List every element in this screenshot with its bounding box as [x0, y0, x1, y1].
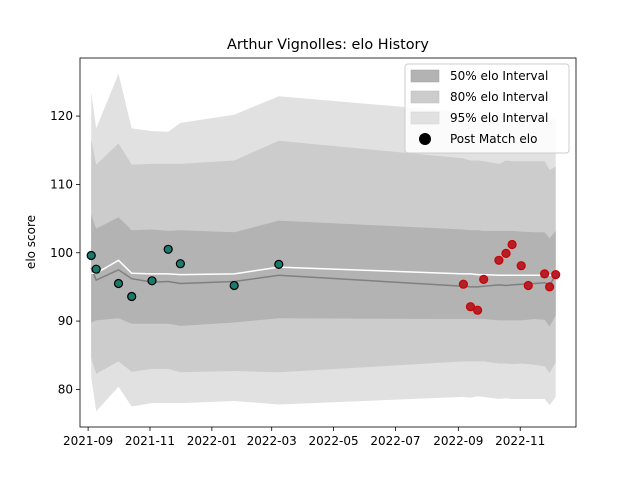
match-point-1	[91, 264, 101, 274]
x-tick-label-1: 2021-11	[125, 434, 175, 448]
x-tick-label-6: 2022-09	[433, 434, 483, 448]
plot-frame	[79, 57, 577, 428]
match-point-3	[127, 291, 137, 302]
legend-label-50: 50% elo Interval	[450, 69, 548, 83]
y-axis-label: elo score	[24, 215, 38, 269]
interval-bands	[91, 73, 556, 412]
match-point-15	[507, 239, 517, 250]
y-tick-label-0: 80	[58, 382, 73, 396]
band-50	[91, 214, 556, 327]
match-point-11	[473, 305, 483, 315]
match-point-8	[274, 259, 284, 269]
x-tick-label-5: 2022-07	[370, 434, 420, 448]
x-tick-label-7: 2022-11	[495, 434, 545, 448]
match-point-6	[175, 259, 185, 269]
match-point-9	[458, 279, 468, 289]
y-tick-label-2: 100	[50, 246, 73, 260]
x-tick-label-3: 2022-03	[247, 434, 297, 448]
legend-box	[404, 63, 570, 154]
match-point-13	[494, 255, 504, 265]
legend-label-95: 95% elo Interval	[450, 111, 548, 125]
x-tick-label-4: 2022-05	[309, 434, 359, 448]
match-point-20	[551, 270, 561, 280]
match-point-19	[544, 282, 555, 292]
x-tick-label-2: 2022-01	[187, 434, 237, 448]
legend-label-post-match: Post Match elo	[450, 132, 537, 146]
legend-label-80: 80% elo Interval	[450, 90, 548, 104]
match-point-18	[539, 269, 550, 279]
match-point-7	[229, 280, 239, 291]
y-axis-ticks: 80 90 100 110 120	[50, 109, 80, 396]
match-point-14	[501, 248, 511, 258]
x-axis-ticks: 2021-09 2021-11 2022-01 2022-03 2022-05 2022-…	[63, 427, 545, 448]
y-tick-label-4: 120	[50, 109, 73, 123]
legend-swatch-50	[410, 69, 440, 83]
match-point-17	[523, 280, 533, 291]
y-tick-label-1: 90	[58, 314, 73, 328]
match-point-5	[163, 244, 173, 254]
legend-swatch-95	[410, 111, 440, 125]
match-point-0	[86, 250, 96, 261]
match-point-4	[147, 276, 157, 286]
legend: 50% elo Interval 80% elo Interval 95% el…	[404, 63, 570, 154]
match-point-2	[113, 278, 124, 289]
chart-title: Arthur Vignolles: elo History	[227, 37, 429, 53]
y-tick-label-3: 110	[50, 177, 73, 191]
match-point-12	[479, 274, 489, 284]
legend-swatch-80	[410, 90, 440, 104]
match-point-16	[516, 261, 526, 271]
match-points	[86, 239, 561, 315]
legend-marker-post-match	[419, 133, 431, 145]
match-point-10	[465, 302, 476, 312]
mean-line	[91, 259, 556, 277]
x-tick-label-0: 2021-09	[63, 434, 113, 448]
